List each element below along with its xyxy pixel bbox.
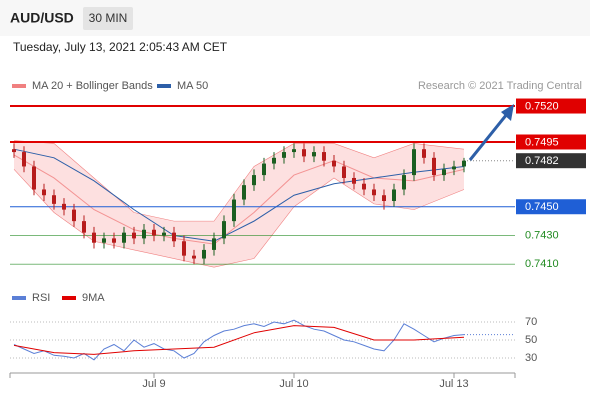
candle-body bbox=[262, 163, 266, 176]
candle-body bbox=[42, 189, 46, 196]
level-box bbox=[516, 98, 586, 114]
candle-body bbox=[142, 229, 146, 239]
candle-body bbox=[252, 175, 256, 186]
level-label: 0.7430 bbox=[525, 229, 559, 241]
candle-body bbox=[202, 249, 206, 259]
symbol: AUD/USD bbox=[10, 10, 74, 26]
candle-body bbox=[52, 195, 56, 204]
x-tick-label: Jul 9 bbox=[142, 378, 165, 390]
datetime: Tuesday, July 13, 2021 2:05:43 AM CET bbox=[13, 40, 228, 54]
legend-swatch bbox=[62, 296, 76, 300]
candle-body bbox=[452, 166, 456, 170]
candle-body bbox=[462, 160, 466, 167]
candle-body bbox=[92, 232, 96, 243]
candle-body bbox=[242, 185, 246, 200]
legend-label: RSI bbox=[32, 292, 50, 304]
candle-body bbox=[172, 232, 176, 242]
candle-body bbox=[402, 175, 406, 190]
level-label: 0.7495 bbox=[525, 136, 559, 148]
candle-body bbox=[292, 149, 296, 153]
candle-body bbox=[302, 149, 306, 157]
x-tick-label: Jul 13 bbox=[439, 378, 468, 390]
candle-body bbox=[182, 241, 186, 256]
candle-body bbox=[422, 149, 426, 158]
candle-body bbox=[222, 221, 226, 239]
candle-body bbox=[82, 221, 86, 233]
legend-swatch bbox=[12, 84, 26, 88]
legend-swatch bbox=[157, 84, 171, 88]
timeframe-button[interactable] bbox=[83, 7, 133, 30]
candle-body bbox=[382, 195, 386, 201]
candle-body bbox=[102, 238, 106, 243]
candle-body bbox=[352, 177, 356, 184]
ma20-line bbox=[13, 154, 465, 245]
candle-body bbox=[362, 183, 366, 190]
legend-swatch bbox=[12, 296, 26, 300]
candle-body bbox=[412, 149, 416, 176]
y-tick-label: 30 bbox=[525, 352, 537, 364]
level-label: 0.7450 bbox=[525, 201, 559, 213]
y-tick-label: 50 bbox=[525, 334, 537, 346]
level-box bbox=[516, 134, 586, 150]
candle-body bbox=[442, 169, 446, 176]
ma50-line bbox=[13, 148, 465, 242]
candle-body bbox=[272, 157, 276, 164]
candle-body bbox=[212, 238, 216, 250]
candle-body bbox=[322, 152, 326, 161]
rsi-line bbox=[13, 319, 465, 361]
candle-body bbox=[232, 199, 236, 222]
x-tick-label: Jul 10 bbox=[279, 378, 308, 390]
candle-body bbox=[392, 189, 396, 201]
candle-body bbox=[112, 238, 116, 243]
candle-body bbox=[332, 160, 336, 167]
level-label: 0.7482 bbox=[525, 155, 559, 167]
legend-label: MA 20 + Bollinger Bands bbox=[32, 80, 153, 92]
bollinger-band bbox=[14, 140, 464, 268]
level-box bbox=[516, 199, 586, 215]
y-tick-label: 70 bbox=[525, 316, 537, 328]
legend-label: MA 50 bbox=[177, 80, 208, 92]
lower-line bbox=[13, 169, 465, 268]
candle-body bbox=[162, 232, 166, 236]
level-label: 0.7410 bbox=[525, 258, 559, 270]
arrow-head bbox=[501, 104, 514, 121]
level-box bbox=[516, 153, 586, 169]
candle-body bbox=[192, 255, 196, 259]
rsi-panel: RSI 9MA 70 50 30 bbox=[10, 292, 537, 364]
forecast-arrow bbox=[468, 113, 509, 161]
candle-body bbox=[72, 209, 76, 222]
candle-body bbox=[432, 157, 436, 176]
price-panel: MA 20 + Bollinger Bands MA 50 Research © 2… bbox=[10, 80, 586, 270]
candle-body bbox=[282, 152, 286, 158]
candle-body bbox=[372, 189, 376, 196]
candle-body bbox=[132, 232, 136, 239]
candle-body bbox=[32, 166, 36, 190]
credit: Research © 2021 Trading Central bbox=[418, 80, 582, 92]
level-label: 0.7520 bbox=[525, 100, 559, 112]
candle-body bbox=[312, 152, 316, 157]
candle-body bbox=[342, 166, 346, 178]
legend-label: 9MA bbox=[82, 292, 105, 304]
candle-body bbox=[152, 229, 156, 236]
candle-body bbox=[122, 232, 126, 243]
candle-body bbox=[62, 203, 66, 210]
rsi-ma-line bbox=[13, 325, 465, 355]
candle-body bbox=[22, 152, 26, 167]
timeframe: 30 MIN bbox=[89, 11, 128, 25]
candle-body bbox=[12, 149, 16, 153]
